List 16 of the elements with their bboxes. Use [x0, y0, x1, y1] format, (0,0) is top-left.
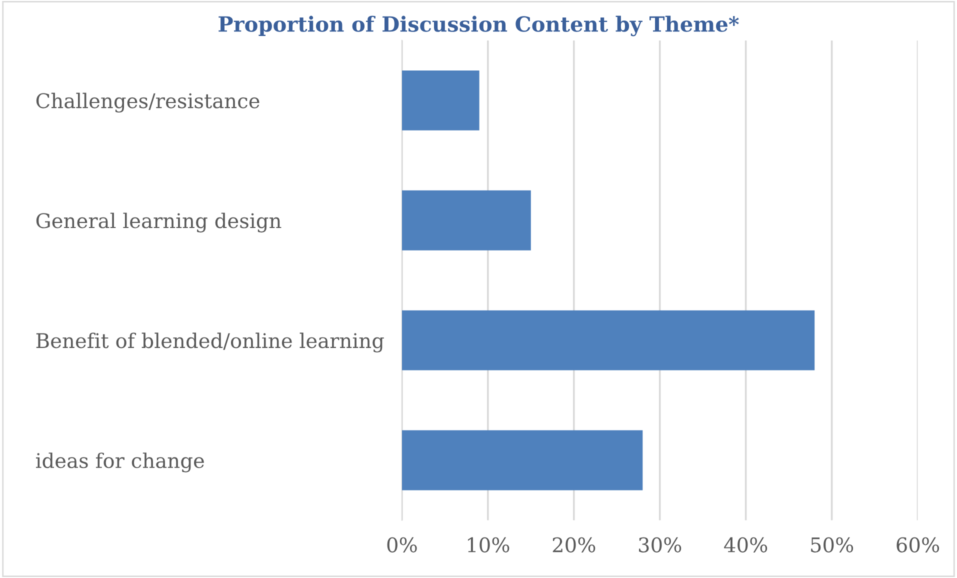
- x-tick-label: 60%: [896, 537, 940, 552]
- x-tick-label: 20%: [552, 537, 596, 552]
- bar: [402, 70, 480, 130]
- x-tick-label: 40%: [724, 537, 768, 552]
- x-tick-label: 50%: [811, 537, 854, 552]
- x-tick-label: 30%: [639, 537, 682, 552]
- x-tick-label: 0%: [387, 537, 417, 552]
- y-tick-label: Challenges/resistance: [36, 92, 260, 113]
- y-tick-label: General learning design: [36, 212, 282, 232]
- y-tick-label: Benefit of blended/online learning: [36, 332, 384, 352]
- chart-title: Proportion of Discussion Content by Theme*: [218, 16, 739, 36]
- bar: [402, 310, 815, 370]
- bar: [402, 190, 531, 250]
- y-tick-label: ideas for change: [36, 452, 204, 472]
- x-tick-label: 10%: [468, 537, 510, 552]
- bar: [402, 430, 643, 490]
